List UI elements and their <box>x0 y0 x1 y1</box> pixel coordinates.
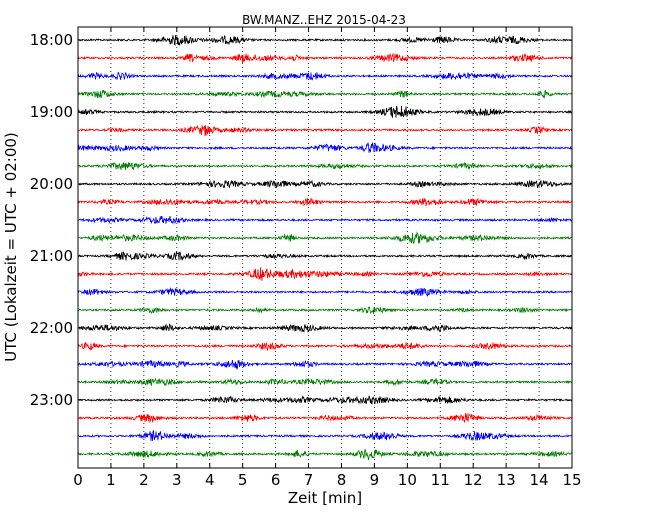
x-tick-label: 11 <box>431 471 450 489</box>
trace-2300 <box>77 395 573 405</box>
x-tick-label: 13 <box>497 471 516 489</box>
x-tick-label: 2 <box>139 471 149 489</box>
y-tick-label: 22:00 <box>30 319 73 337</box>
x-tick-label: 8 <box>337 471 347 489</box>
trace-2245 <box>77 377 573 387</box>
x-tick-label: 3 <box>172 471 182 489</box>
grid-lines <box>110 27 540 468</box>
trace-1830 <box>77 71 573 81</box>
x-tick-label: 6 <box>271 471 281 489</box>
x-tick-label: 14 <box>530 471 549 489</box>
x-tick-label: 10 <box>398 471 417 489</box>
y-tick-label: 19:00 <box>30 103 73 121</box>
trace-2315 <box>77 412 573 424</box>
trace-2215 <box>77 341 573 352</box>
trace-2100 <box>77 251 573 262</box>
trace-1800 <box>77 34 573 46</box>
y-axis-label: UTC (Lokalzeit = UTC + 02:00) <box>2 132 20 362</box>
x-tick-label: 12 <box>464 471 483 489</box>
trace-2000 <box>77 179 573 189</box>
y-tick-label: 20:00 <box>30 175 73 193</box>
x-tick-label: 15 <box>562 471 581 489</box>
y-tick-label: 21:00 <box>30 247 73 265</box>
y-tick-label: 23:00 <box>30 391 73 409</box>
trace-1900 <box>77 105 573 119</box>
trace-1945 <box>77 161 573 171</box>
trace-2045 <box>77 231 573 244</box>
x-axis-ticks: 0 1 2 3 4 5 6 7 8 9 10 11 12 13 14 15 <box>73 27 582 489</box>
trace-2200 <box>77 323 573 333</box>
trace-2230 <box>77 359 573 371</box>
y-tick-label: 18:00 <box>30 31 73 49</box>
trace-1930 <box>77 142 573 153</box>
x-tick-label: 0 <box>73 471 83 489</box>
trace-2145 <box>77 306 573 314</box>
trace-2130 <box>77 287 573 297</box>
trace-1815 <box>77 52 573 63</box>
x-tick-label: 7 <box>304 471 314 489</box>
x-tick-label: 4 <box>205 471 215 489</box>
seismogram-traces <box>77 34 573 460</box>
trace-1845 <box>77 89 573 99</box>
trace-2330 <box>77 429 573 442</box>
chart-title: BW.MANZ..EHZ 2015-04-23 <box>242 13 406 27</box>
trace-1915 <box>77 124 573 136</box>
plot-frame <box>77 26 573 469</box>
trace-2015 <box>77 197 573 207</box>
trace-2345 <box>77 448 573 460</box>
x-axis-label: Zeit [min] <box>288 489 362 507</box>
trace-2115 <box>77 267 573 281</box>
x-tick-label: 5 <box>238 471 248 489</box>
y-axis-ticks: 18:00 19:00 20:00 21:00 22:00 23:00 <box>30 31 572 409</box>
x-tick-label: 1 <box>106 471 116 489</box>
x-tick-label: 9 <box>370 471 380 489</box>
trace-2030 <box>77 216 573 225</box>
